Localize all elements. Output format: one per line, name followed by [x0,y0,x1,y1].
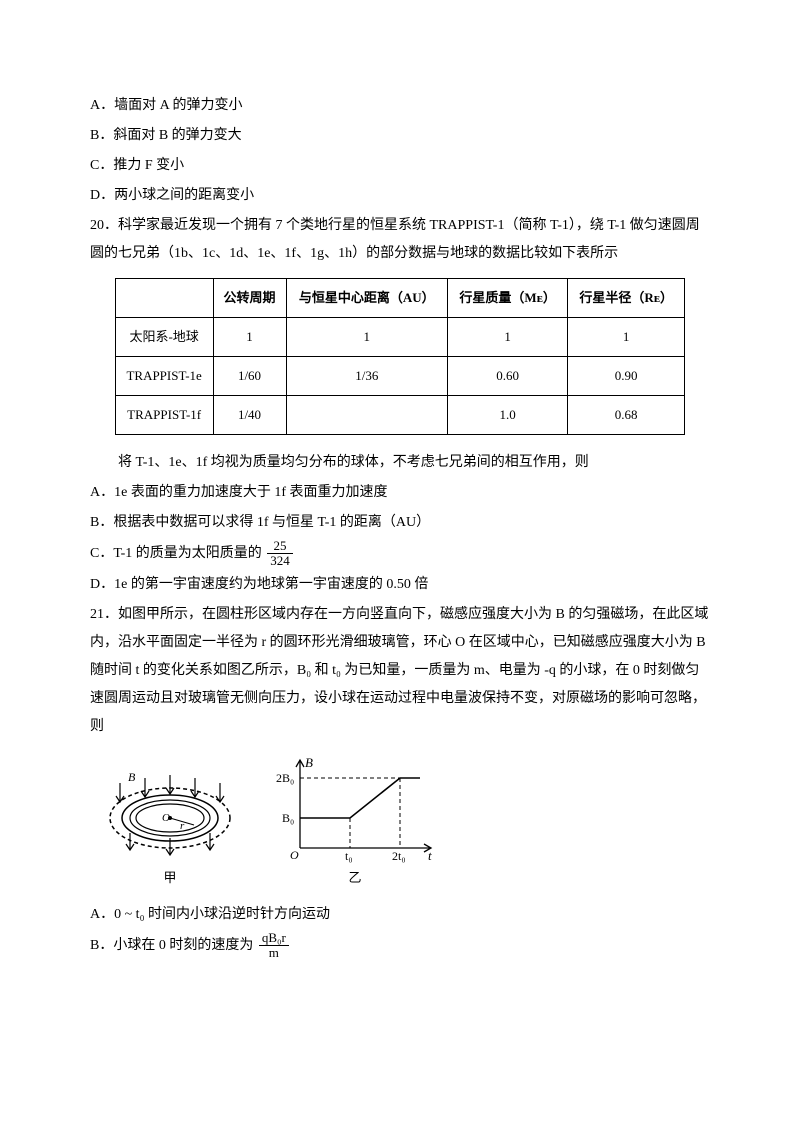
cell: 1.0 [448,396,568,435]
q20-table: 公转周期 与恒星中心距离（AU） 行星质量（Mᴇ） 行星半径（Rᴇ） 太阳系-地… [115,278,685,435]
table-row: 太阳系-地球 1 1 1 1 [115,318,684,357]
q19-option-d: D．两小球之间的距离变小 [90,182,710,210]
cell: 0.68 [568,396,685,435]
svg-text:r: r [180,820,185,832]
q21-figures: O r B 甲 [100,753,710,891]
fraction-numerator: 25 [267,539,293,554]
q21-intro: 21．如图甲所示，在圆柱形区域内存在一方向竖直向下，磁感应强度大小为 B 的匀强… [90,601,710,741]
fraction-numerator: qB₀r [259,931,289,946]
cell: 1 [448,318,568,357]
cell: 太阳系-地球 [115,318,213,357]
q20-option-b: B．根据表中数据可以求得 1f 与恒星 T-1 的距离（AU） [90,509,710,537]
q20-option-d: D．1e 的第一宇宙速度约为地球第一宇宙速度的 0.50 倍 [90,571,710,599]
th-period: 公转周期 [213,279,286,318]
fig2-caption: 乙 [348,865,361,891]
q19-option-a: A．墙面对 A 的弹力变小 [90,92,710,120]
table-row: TRAPPIST-1e 1/60 1/36 0.60 0.90 [115,357,684,396]
fig1-caption: 甲 [163,865,176,891]
q20-c-text: C．T-1 的质量为太阳质量的 [90,546,262,561]
svg-text:O: O [162,812,170,824]
svg-text:B: B [128,770,136,784]
cell: 0.90 [568,357,685,396]
ring-magnetic-field-icon: O r B [100,763,240,863]
q21-option-a: A．0 ~ t₀ 时间内小球沿逆时针方向运动 [90,901,710,929]
cell [286,396,448,435]
th-radius: 行星半径（Rᴇ） [568,279,685,318]
axis-label-t: t [428,848,432,863]
q21-option-b: B．小球在 0 时刻的速度为 qB₀r m [90,931,710,961]
q21-figure-1: O r B 甲 [100,763,240,891]
q20-option-c: C．T-1 的质量为太阳质量的 25 324 [90,539,710,569]
th-blank [115,279,213,318]
cell: 1 [568,318,685,357]
cell: TRAPPIST-1e [115,357,213,396]
cell: TRAPPIST-1f [115,396,213,435]
fraction-denominator: m [259,946,289,960]
th-distance: 与恒星中心距离（AU） [286,279,448,318]
q20-c-fraction: 25 324 [267,539,293,569]
q21-figure-2: B 2B₀ B₀ t₀ 2t₀ t O 乙 [270,753,440,891]
q20-after: 将 T-1、1e、1f 均视为质量均匀分布的球体，不考虑七兄弟间的相互作用，则 [90,449,710,477]
table-row: TRAPPIST-1f 1/40 1.0 0.68 [115,396,684,435]
th-mass: 行星质量（Mᴇ） [448,279,568,318]
q19-option-c: C．推力 F 变小 [90,152,710,180]
cell: 0.60 [448,357,568,396]
q20-option-a: A．1e 表面的重力加速度大于 1f 表面重力加速度 [90,479,710,507]
cell: 1/36 [286,357,448,396]
q21-b-text: B．小球在 0 时刻的速度为 [90,938,253,953]
b-t-graph-icon: B 2B₀ B₀ t₀ 2t₀ t O [270,753,440,863]
table-header-row: 公转周期 与恒星中心距离（AU） 行星质量（Mᴇ） 行星半径（Rᴇ） [115,279,684,318]
tick-t0: t₀ [345,849,353,863]
origin-label: O [290,848,299,862]
cell: 1/60 [213,357,286,396]
q19-option-b: B．斜面对 B 的弹力变大 [90,122,710,150]
cell: 1 [213,318,286,357]
axis-label-b: B [305,755,313,770]
cell: 1 [286,318,448,357]
fraction-denominator: 324 [267,554,293,568]
tick-2t0: 2t₀ [392,849,406,863]
q21-b-fraction: qB₀r m [259,931,289,961]
q20-intro: 20．科学家最近发现一个拥有 7 个类地行星的恒星系统 TRAPPIST-1（简… [90,212,710,268]
cell: 1/40 [213,396,286,435]
tick-2b0: 2B₀ [276,771,294,785]
tick-b0: B₀ [282,811,294,825]
